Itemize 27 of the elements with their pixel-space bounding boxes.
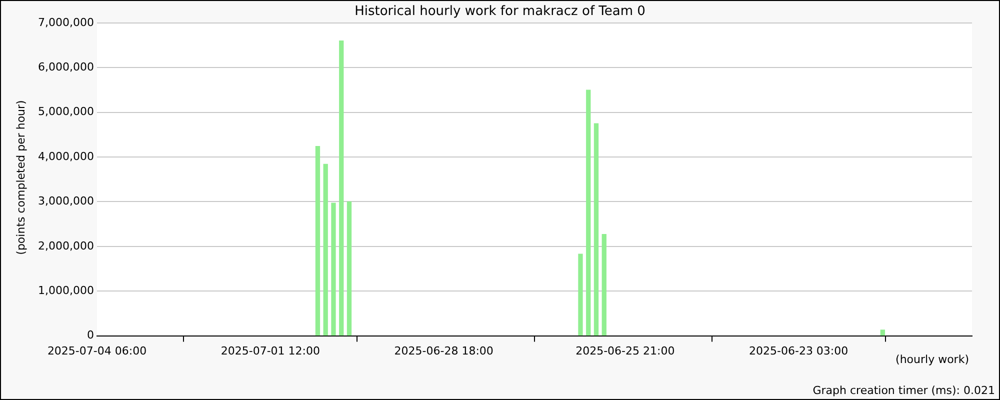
x-tick-label: 2025-06-23 03:00 xyxy=(749,344,848,358)
y-tick-label: 7,000,000 xyxy=(38,16,94,29)
bar xyxy=(880,330,885,336)
x-axis-title: (hourly work) xyxy=(896,353,969,366)
y-tick-label: 3,000,000 xyxy=(38,194,94,208)
x-tick-label: 2025-07-01 12:00 xyxy=(220,344,320,358)
bar xyxy=(339,40,344,336)
y-tick-label: 1,000,000 xyxy=(38,284,94,297)
y-tick-label: 6,000,000 xyxy=(38,60,94,74)
y-axis-title: (points completed per hour) xyxy=(14,99,28,257)
bar xyxy=(346,201,352,336)
text: Graph creation timer (ms): 0.021 xyxy=(812,384,995,397)
y-tick-label: 4,000,000 xyxy=(38,150,94,163)
x-tick-label: 2025-06-25 21:00 xyxy=(576,344,675,358)
chart-title: Historical hourly work for makracz of Team 0 xyxy=(354,4,646,19)
bar xyxy=(578,254,583,336)
bar xyxy=(331,202,336,336)
bar xyxy=(323,164,328,336)
y-tick-label: 0 xyxy=(87,328,94,342)
bar xyxy=(602,234,606,336)
x-tick-label: 2025-06-28 18:00 xyxy=(394,344,494,358)
y-tick-label: 5,000,000 xyxy=(38,105,94,118)
y-tick-label: 2,000,000 xyxy=(38,239,94,252)
bar xyxy=(594,123,599,336)
bar xyxy=(315,146,320,336)
x-tick-label: 2025-07-04 06:00 xyxy=(47,344,147,358)
bar xyxy=(586,90,591,336)
